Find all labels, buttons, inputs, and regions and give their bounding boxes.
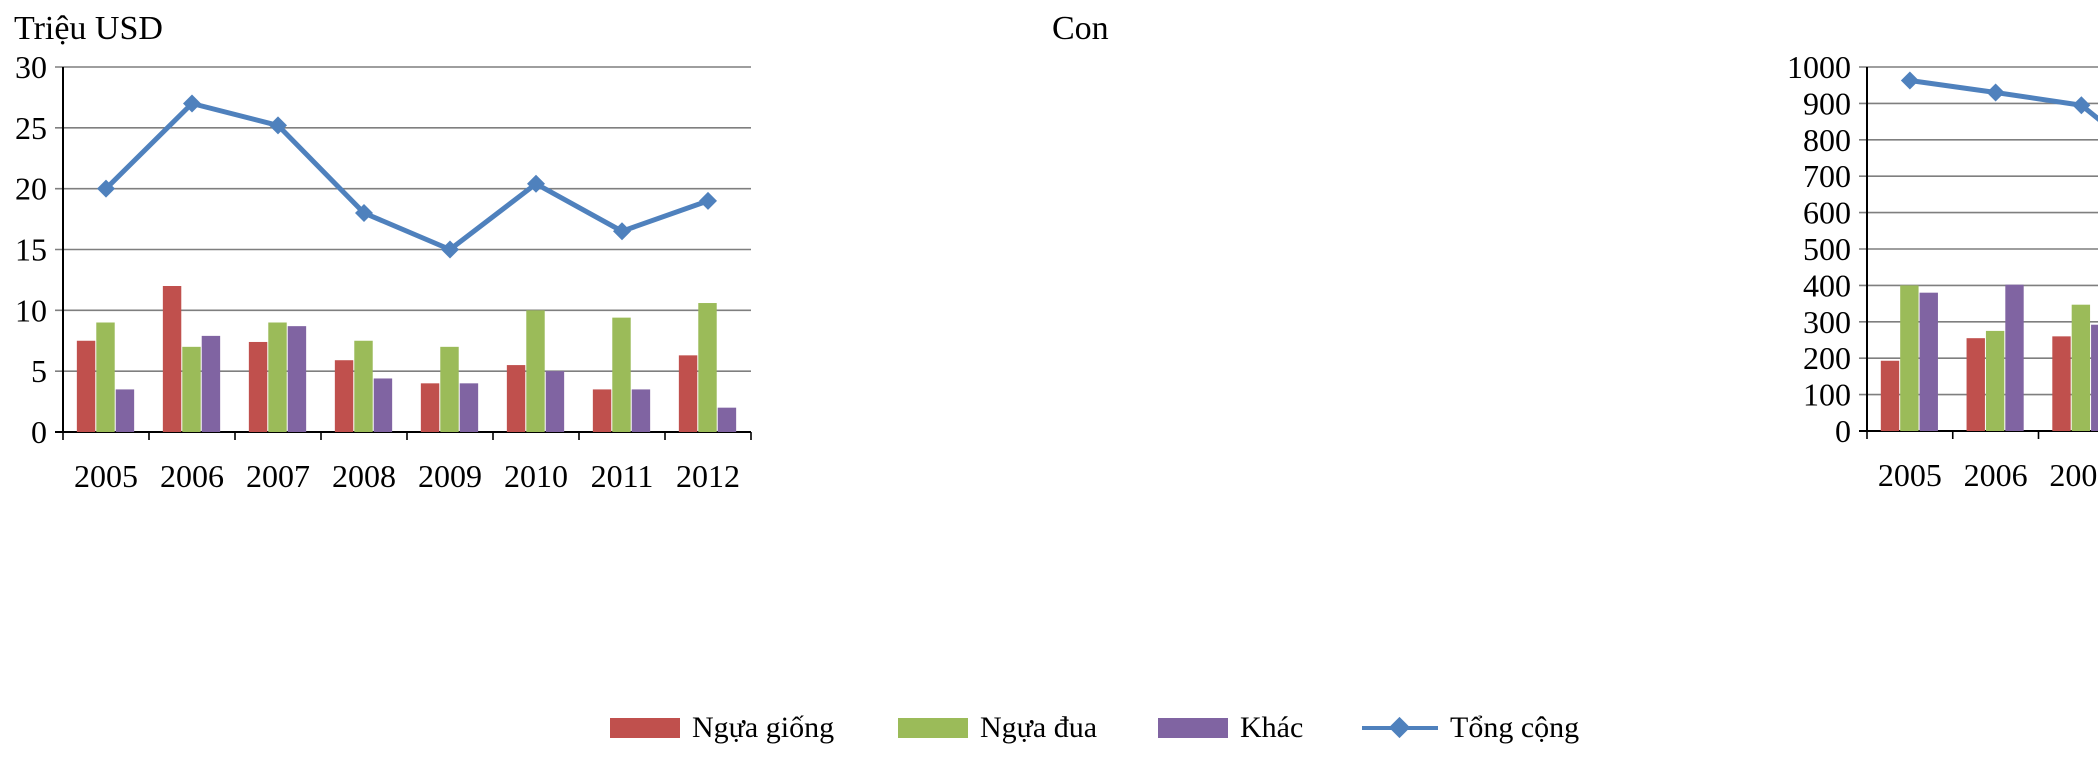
marker-tong-cong: [355, 204, 373, 222]
bar-ngua-dua: [1985, 330, 2005, 431]
y-tick-label: 10: [15, 292, 47, 328]
bar-ngua-giong: [76, 340, 96, 432]
legend-line-tong-cong: [1362, 717, 1438, 739]
legend-swatch-khac: [1158, 718, 1228, 738]
bar-khac: [2005, 284, 2024, 431]
y-tick-label: 800: [1803, 122, 1851, 158]
bar-ngua-dua: [698, 303, 717, 432]
bar-khac: [631, 389, 651, 432]
legend-item-ngua-giong: Ngựa giống: [610, 706, 834, 750]
x-tick-label: 2009: [418, 458, 482, 494]
bar-ngua-dua: [526, 310, 545, 432]
bar-khac: [459, 383, 479, 432]
bar-ngua-giong: [162, 286, 182, 432]
x-tick-label: 2007: [246, 458, 310, 494]
bar-ngua-dua: [96, 322, 115, 432]
chart-right: Con 0 100 200 300 400 500 600 700 800 900 1000 2005…: [1030, 0, 2098, 680]
legend-item-tong-cong: Tổng cộng: [1362, 706, 1579, 750]
chart-left-svg: 0 5 10 15 20 25 30 2005 2006 2007 2008 2009 2010 2011…: [15, 49, 752, 494]
marker-tong-cong: [97, 179, 115, 198]
legend-swatch-ngua-dua: [898, 718, 968, 738]
y-tick-label: 20: [15, 171, 47, 207]
marker-tong-cong: [269, 116, 287, 135]
x-tick-label: 2010: [504, 458, 568, 494]
y-tick-label: 100: [1803, 377, 1851, 413]
bar-khac: [545, 371, 565, 432]
bar-ngua-giong: [334, 360, 354, 432]
legend-item-ngua-dua: Ngựa đua: [898, 706, 1097, 750]
x-tick-label: 2006: [160, 458, 224, 494]
bar-ngua-dua: [2071, 304, 2091, 431]
y-tick-label: 400: [1803, 267, 1851, 303]
y-tick-label: 25: [15, 110, 47, 146]
y-tick-label: 1000: [1787, 49, 1851, 85]
legend-label: Ngựa giống: [692, 711, 835, 744]
bar-khac: [2091, 324, 2098, 431]
bar-ngua-dua: [612, 317, 631, 432]
chart-left: Triệu USD 0 5 10 15 20 25 30 2005 2006 2007 2008 20…: [0, 0, 1030, 680]
marker-tong-cong: [183, 94, 201, 113]
marker-tong-cong: [1986, 83, 2005, 102]
marker-tong-cong: [527, 174, 545, 193]
bar-ngua-dua: [182, 346, 201, 432]
y-unit-label: Con: [1052, 10, 1109, 47]
bar-khac: [287, 326, 307, 432]
bar-khac: [717, 407, 737, 432]
x-tick-label: 2007: [2049, 457, 2098, 493]
bar-khac: [373, 378, 393, 432]
line-tong-cong: [1909, 77, 2098, 122]
legend: Ngựa giống Ngựa đua Khác Tổng cộng: [0, 706, 2098, 750]
y-tick-label: 30: [15, 49, 47, 85]
legend-swatch-ngua-giong: [610, 718, 680, 738]
y-tick-label: 200: [1803, 340, 1851, 376]
legend-item-khac: Khác: [1158, 706, 1303, 750]
bar-ngua-giong: [506, 365, 526, 432]
y-tick-label: 300: [1803, 304, 1851, 340]
legend-label: Tổng cộng: [1450, 711, 1580, 744]
bar-ngua-dua: [268, 322, 287, 432]
y-tick-label: 0: [1835, 413, 1851, 449]
x-tick-label: 2008: [332, 458, 396, 494]
y-tick-label: 700: [1803, 158, 1851, 194]
bar-ngua-giong: [1880, 360, 1900, 431]
bar-khac: [1919, 292, 1938, 431]
bar-ngua-dua: [440, 346, 459, 432]
bar-ngua-giong: [2052, 336, 2071, 431]
y-tick-label: 5: [31, 353, 47, 389]
bar-ngua-giong: [1966, 338, 1985, 431]
y-tick-label: 0: [31, 414, 47, 450]
bar-ngua-giong: [592, 389, 612, 432]
legend-label: Ngựa đua: [980, 711, 1098, 744]
y-tick-label: 500: [1803, 231, 1851, 267]
bar-ngua-giong: [420, 383, 440, 432]
marker-tong-cong: [1900, 71, 1919, 90]
marker-tong-cong: [699, 191, 717, 210]
y-unit-label: Triệu USD: [14, 10, 163, 47]
marker-tong-cong: [441, 240, 459, 259]
bar-ngua-giong: [678, 355, 698, 432]
x-tick-label: 2005: [74, 458, 138, 494]
y-tick-label: 900: [1803, 85, 1851, 121]
x-tick-label: 2006: [1964, 457, 2028, 493]
bar-ngua-dua: [1900, 285, 1919, 431]
bar-khac: [115, 389, 135, 432]
y-tick-label: 600: [1803, 195, 1851, 231]
bar-ngua-dua: [354, 340, 373, 432]
x-tick-label: 2011: [591, 458, 654, 494]
line-tong-cong: [104, 101, 709, 252]
x-tick-label: 2005: [1878, 457, 1942, 493]
marker-tong-cong: [613, 222, 631, 241]
legend-label: Khác: [1240, 711, 1304, 744]
marker-tong-cong: [2072, 96, 2091, 115]
bar-ngua-giong: [248, 341, 268, 432]
bar-khac: [201, 335, 221, 432]
x-tick-label: 2012: [676, 458, 740, 494]
y-tick-label: 15: [15, 232, 47, 268]
